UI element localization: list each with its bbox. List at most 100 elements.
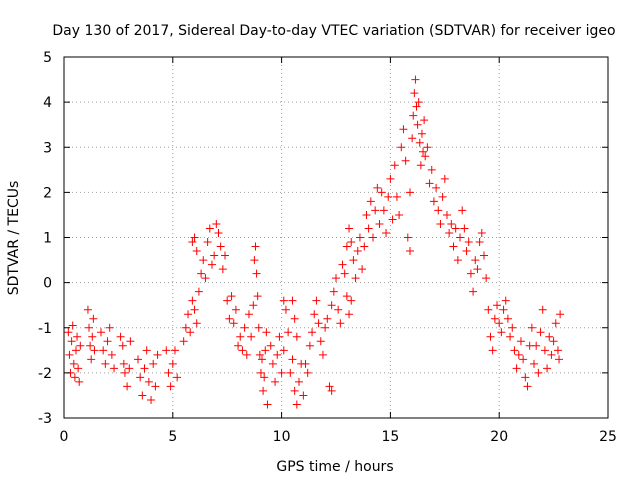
- data-point: [256, 368, 265, 377]
- data-point: [527, 323, 536, 332]
- data-point: [327, 301, 336, 310]
- data-point: [508, 323, 517, 332]
- data-point: [299, 391, 308, 400]
- data-point: [340, 269, 349, 278]
- data-point: [138, 391, 147, 400]
- data-point: [479, 251, 488, 260]
- data-point: [417, 129, 426, 138]
- data-point: [334, 305, 343, 314]
- data-point: [442, 210, 451, 219]
- data-point: [427, 165, 436, 174]
- data-point: [249, 301, 258, 310]
- data-point: [251, 242, 260, 251]
- data-point: [284, 328, 293, 337]
- data-point: [510, 346, 519, 355]
- data-point: [345, 310, 354, 319]
- data-point: [540, 346, 549, 355]
- data-point: [308, 328, 317, 337]
- data-point: [310, 310, 319, 319]
- x-tick-label: 0: [60, 429, 69, 445]
- data-point: [203, 238, 212, 247]
- x-axis-label: GPS time / hours: [276, 459, 393, 475]
- data-point: [292, 332, 301, 341]
- data-point: [364, 224, 373, 233]
- data-point: [144, 377, 153, 386]
- data-point: [89, 314, 98, 323]
- data-point: [342, 242, 351, 251]
- data-point: [86, 341, 95, 350]
- data-point: [506, 332, 515, 341]
- data-point: [305, 341, 314, 350]
- data-point: [151, 382, 160, 391]
- data-point: [408, 134, 417, 143]
- data-point: [263, 400, 272, 409]
- data-point: [436, 219, 445, 228]
- data-point: [412, 102, 421, 111]
- data-point: [538, 305, 547, 314]
- data-point: [292, 400, 301, 409]
- data-point: [377, 188, 386, 197]
- y-tick-label: -3: [38, 411, 52, 427]
- data-point: [234, 341, 243, 350]
- data-point: [475, 238, 484, 247]
- data-point: [499, 305, 508, 314]
- data-point: [460, 224, 469, 233]
- data-point: [493, 301, 502, 310]
- data-point: [415, 138, 424, 147]
- data-point: [366, 197, 375, 206]
- data-point: [362, 210, 371, 219]
- x-tick-label: 5: [168, 429, 177, 445]
- data-point: [395, 210, 404, 219]
- data-point: [438, 192, 447, 201]
- data-point: [321, 323, 330, 332]
- data-point: [261, 346, 270, 355]
- data-point: [103, 337, 112, 346]
- data-point: [453, 256, 462, 265]
- data-point: [373, 183, 382, 192]
- data-point: [290, 386, 299, 395]
- data-point: [286, 368, 295, 377]
- data-point: [358, 265, 367, 274]
- data-point: [325, 382, 334, 391]
- data-point: [512, 364, 521, 373]
- data-point: [83, 305, 92, 314]
- data-point: [482, 274, 491, 283]
- data-point: [279, 296, 288, 305]
- data-point: [259, 386, 268, 395]
- data-point: [469, 287, 478, 296]
- data-point: [199, 256, 208, 265]
- data-point: [323, 314, 332, 323]
- data-point: [405, 247, 414, 256]
- data-point: [214, 228, 223, 237]
- y-tick-label: 4: [43, 95, 52, 111]
- data-point: [225, 314, 234, 323]
- data-point: [329, 287, 338, 296]
- data-point: [355, 233, 364, 242]
- data-point: [188, 296, 197, 305]
- data-point: [421, 152, 430, 161]
- data-point: [416, 161, 425, 170]
- y-tick-label: 1: [43, 231, 52, 247]
- data-point: [549, 337, 558, 346]
- data-point: [368, 233, 377, 242]
- data-point: [120, 368, 129, 377]
- data-point: [345, 224, 354, 233]
- axis-ticks: 0 5 10 15 20 25 -3 -2 -1 0 1 2 3 4 5: [38, 50, 617, 445]
- data-point: [288, 355, 297, 364]
- data-point: [449, 242, 458, 251]
- data-point: [170, 346, 179, 355]
- data-point: [252, 269, 261, 278]
- data-point: [210, 251, 219, 260]
- data-point: [242, 350, 251, 359]
- data-point: [523, 382, 532, 391]
- data-point: [521, 373, 530, 382]
- data-point: [379, 206, 388, 215]
- data-point: [342, 292, 351, 301]
- data-point: [458, 206, 467, 215]
- data-point: [547, 350, 556, 359]
- data-point: [401, 156, 410, 165]
- data-point: [403, 233, 412, 242]
- data-point: [405, 188, 414, 197]
- data-point: [142, 346, 151, 355]
